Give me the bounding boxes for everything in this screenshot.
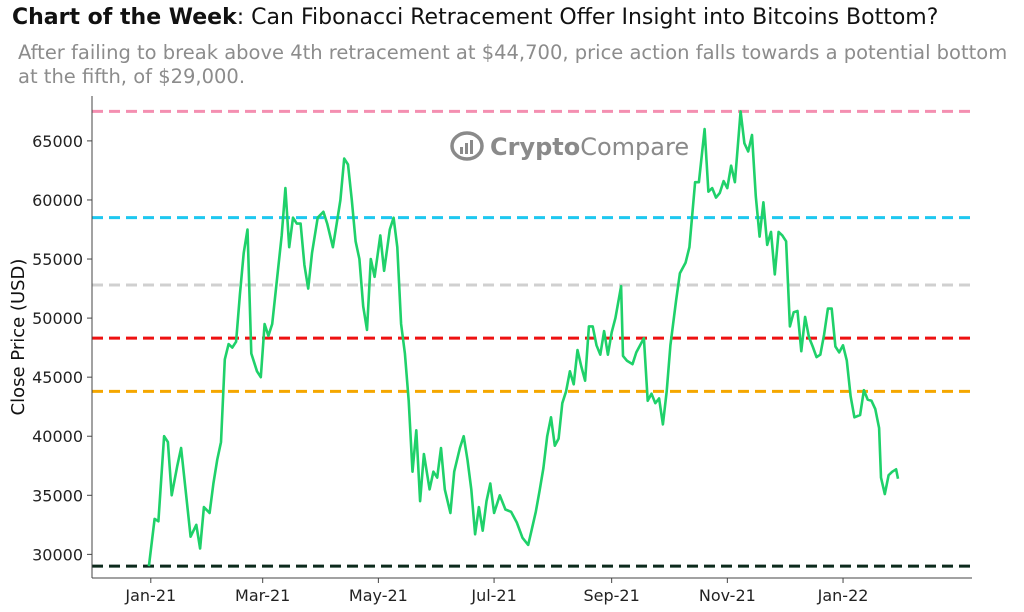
x-tick-label: Jul-21 [470, 586, 516, 605]
y-tick-label: 30000 [32, 545, 83, 564]
y-tick-label: 40000 [32, 427, 83, 446]
title-separator: : [236, 5, 245, 30]
y-tick-label: 45000 [32, 368, 83, 387]
y-tick-label: 55000 [32, 250, 83, 269]
y-tick-label: 50000 [32, 309, 83, 328]
x-tick-label: Jan-21 [124, 586, 176, 605]
x-tick-label: May-21 [349, 586, 408, 605]
y-axis-label: Close Price (USD) [8, 259, 29, 416]
cryptocompare-watermark: CryptoCompare [450, 131, 689, 161]
x-tick-label: Sep-21 [584, 586, 640, 605]
watermark-word-crypto: Crypto [490, 133, 580, 161]
x-tick-label: Mar-21 [235, 586, 290, 605]
cryptocompare-logo-icon [450, 131, 484, 161]
x-tick-label: Nov-21 [699, 586, 756, 605]
y-tick-label: 65000 [32, 132, 83, 151]
series-line-close-price [147, 110, 900, 567]
y-tick-label: 60000 [32, 191, 83, 210]
y-tick-label: 35000 [32, 486, 83, 505]
x-tick-label: Jan-22 [817, 586, 869, 605]
watermark-word-compare: Compare [580, 133, 689, 161]
watermark-text: CryptoCompare [490, 133, 689, 161]
title-text: Can Fibonacci Retracement Offer Insight … [251, 5, 939, 30]
chart-subtitle: After failing to break above 4th retrace… [18, 41, 1008, 88]
chart-title: Chart of the Week: Can Fibonacci Retrace… [12, 5, 938, 30]
title-prefix: Chart of the Week [12, 5, 237, 30]
